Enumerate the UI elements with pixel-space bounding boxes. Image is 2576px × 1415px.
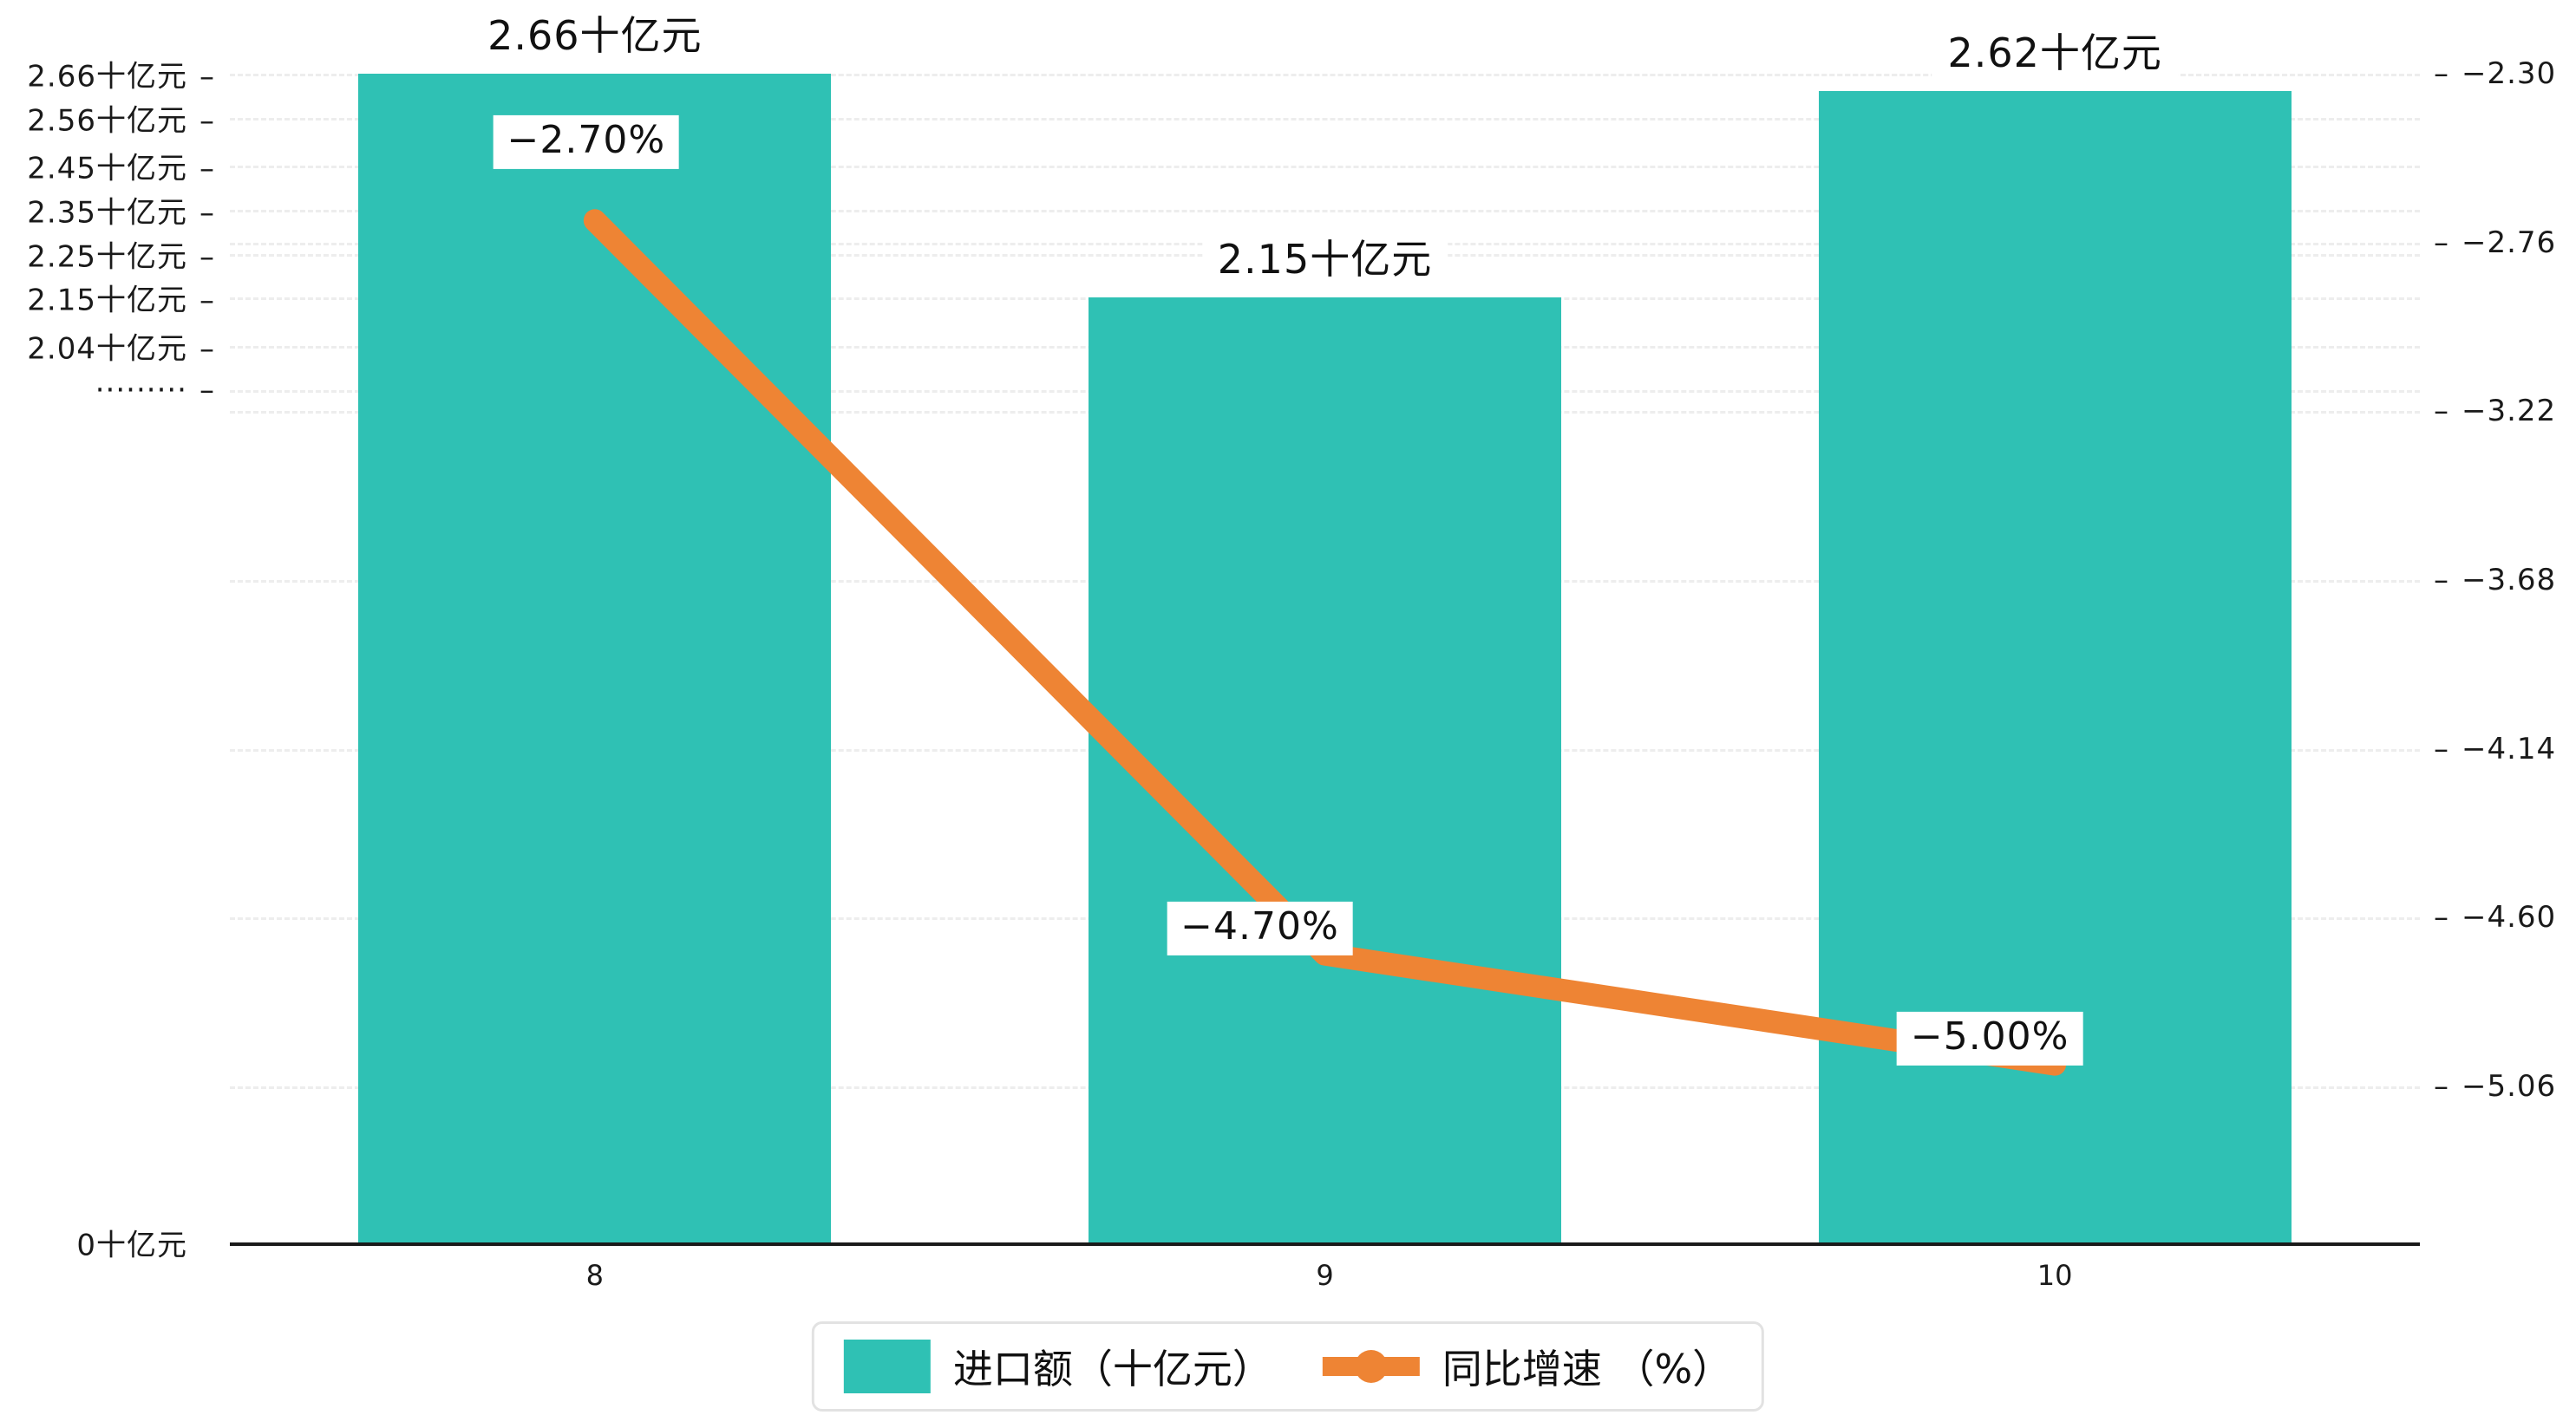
left-axis-tick-label: 2.45十亿元 –: [27, 151, 215, 186]
right-axis-tick-label: – −5.06: [2434, 1069, 2557, 1104]
bar: [1089, 297, 1561, 1242]
bar-value-label: 2.66十亿元: [472, 10, 718, 64]
left-axis-tick-label: 2.25十亿元 –: [27, 239, 215, 275]
bar-value-label: 2.15十亿元: [1201, 235, 1448, 288]
legend-item-import-amount[interactable]: 进口额（十亿元）: [843, 1338, 1272, 1395]
line-value-label: −5.00%: [1896, 1011, 2083, 1066]
left-axis-tick-label: 2.66十亿元 –: [27, 59, 215, 95]
legend-item-label: 同比增速 （%）: [1442, 1346, 1733, 1392]
legend-line-marker-icon: [1322, 1340, 1420, 1393]
bar-value-label: 2.62十亿元: [1932, 29, 2178, 82]
left-axis-tick-label: 2.04十亿元 –: [27, 331, 215, 367]
chart-legend: 进口额（十亿元） 同比增速 （%）: [811, 1321, 1765, 1412]
bar: [1818, 91, 2292, 1242]
x-axis-line: [230, 1242, 2420, 1246]
legend-item-yoy-growth[interactable]: 同比增速 （%）: [1322, 1338, 1733, 1395]
left-axis-tick-label: 2.56十亿元 –: [27, 103, 215, 139]
left-axis-tick-label: 2.15十亿元 –: [27, 283, 215, 318]
x-axis-tick-label: 8: [585, 1259, 605, 1292]
right-axis-tick-label: – −2.76: [2434, 225, 2557, 260]
bar: [358, 74, 832, 1242]
legend-bar-swatch-icon: [843, 1340, 931, 1393]
gridline: [230, 74, 2420, 76]
right-axis-tick-label: – −3.22: [2434, 394, 2557, 429]
x-axis-tick-label: 10: [2037, 1259, 2073, 1292]
left-axis-tick-label: ········· –: [95, 372, 215, 408]
right-axis-tick-label: – −2.30: [2434, 56, 2557, 91]
x-axis-tick-label: 9: [1316, 1259, 1334, 1292]
line-value-label: −2.70%: [493, 115, 680, 170]
right-axis-tick-label: – −4.60: [2434, 900, 2557, 936]
left-axis-tick-label: 2.35十亿元 –: [27, 195, 215, 231]
right-axis-tick-label: – −4.14: [2434, 731, 2557, 766]
left-axis-tick-label: 0十亿元–: [76, 1228, 187, 1263]
gridline: [230, 117, 2420, 121]
right-axis-tick-label: – −3.68: [2434, 563, 2557, 597]
line-value-label: −4.70%: [1167, 901, 1353, 955]
gridline: [230, 166, 2420, 169]
legend-item-label: 进口额（十亿元）: [952, 1346, 1272, 1392]
